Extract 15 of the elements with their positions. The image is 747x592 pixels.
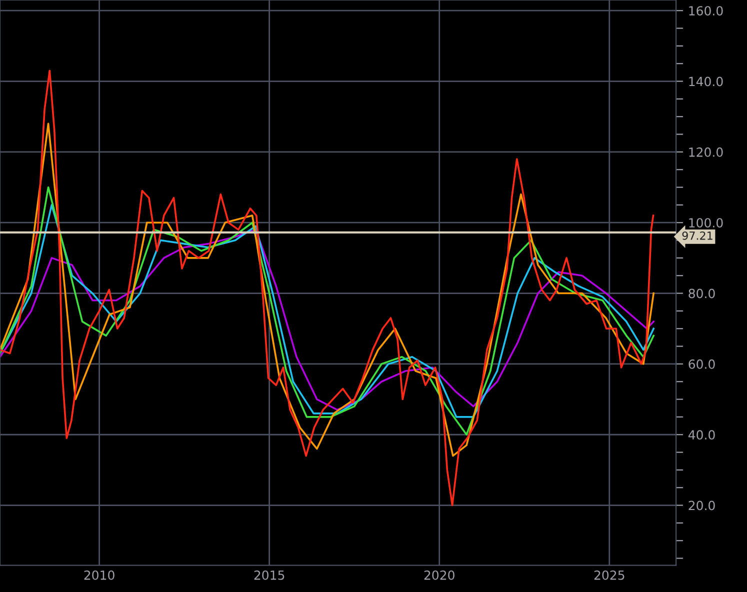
x-tick-label: 2015 bbox=[254, 570, 284, 580]
line-series bbox=[0, 122, 654, 457]
x-tick-label: 2025 bbox=[594, 570, 624, 580]
line-series bbox=[0, 70, 654, 506]
ref-line-label: 97.21 bbox=[682, 231, 712, 240]
y-tick-label: 120.0 bbox=[689, 147, 723, 157]
y-tick-label: 100.0 bbox=[689, 218, 723, 228]
y-tick-label: 80.0 bbox=[688, 288, 715, 298]
y-tick-label: 20.0 bbox=[688, 500, 715, 510]
y-tick-label: 60.0 bbox=[688, 359, 715, 369]
y-tick-label: 140.0 bbox=[689, 76, 723, 86]
y-tick-label: 160.0 bbox=[689, 6, 723, 16]
y-tick-label: 40.0 bbox=[688, 430, 715, 440]
x-tick-label: 2020 bbox=[424, 570, 454, 580]
x-tick-label: 2010 bbox=[84, 570, 114, 580]
